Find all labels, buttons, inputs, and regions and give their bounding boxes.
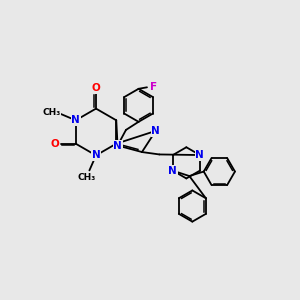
Text: F: F — [150, 82, 157, 92]
Text: O: O — [51, 139, 60, 149]
Text: N: N — [113, 140, 122, 151]
Text: N: N — [71, 115, 80, 125]
Text: CH₃: CH₃ — [43, 108, 61, 117]
Text: N: N — [169, 166, 177, 176]
Text: O: O — [92, 83, 100, 93]
Text: N: N — [92, 150, 100, 161]
Text: N: N — [196, 150, 204, 160]
Text: N: N — [169, 166, 177, 176]
Text: N: N — [92, 150, 100, 161]
Text: O: O — [92, 83, 100, 93]
Text: O: O — [51, 139, 60, 149]
Text: N: N — [151, 126, 160, 136]
Text: N: N — [71, 115, 80, 125]
Text: N: N — [113, 140, 122, 151]
Text: N: N — [151, 126, 160, 136]
Text: N: N — [196, 150, 204, 160]
Text: CH₃: CH₃ — [78, 172, 96, 182]
